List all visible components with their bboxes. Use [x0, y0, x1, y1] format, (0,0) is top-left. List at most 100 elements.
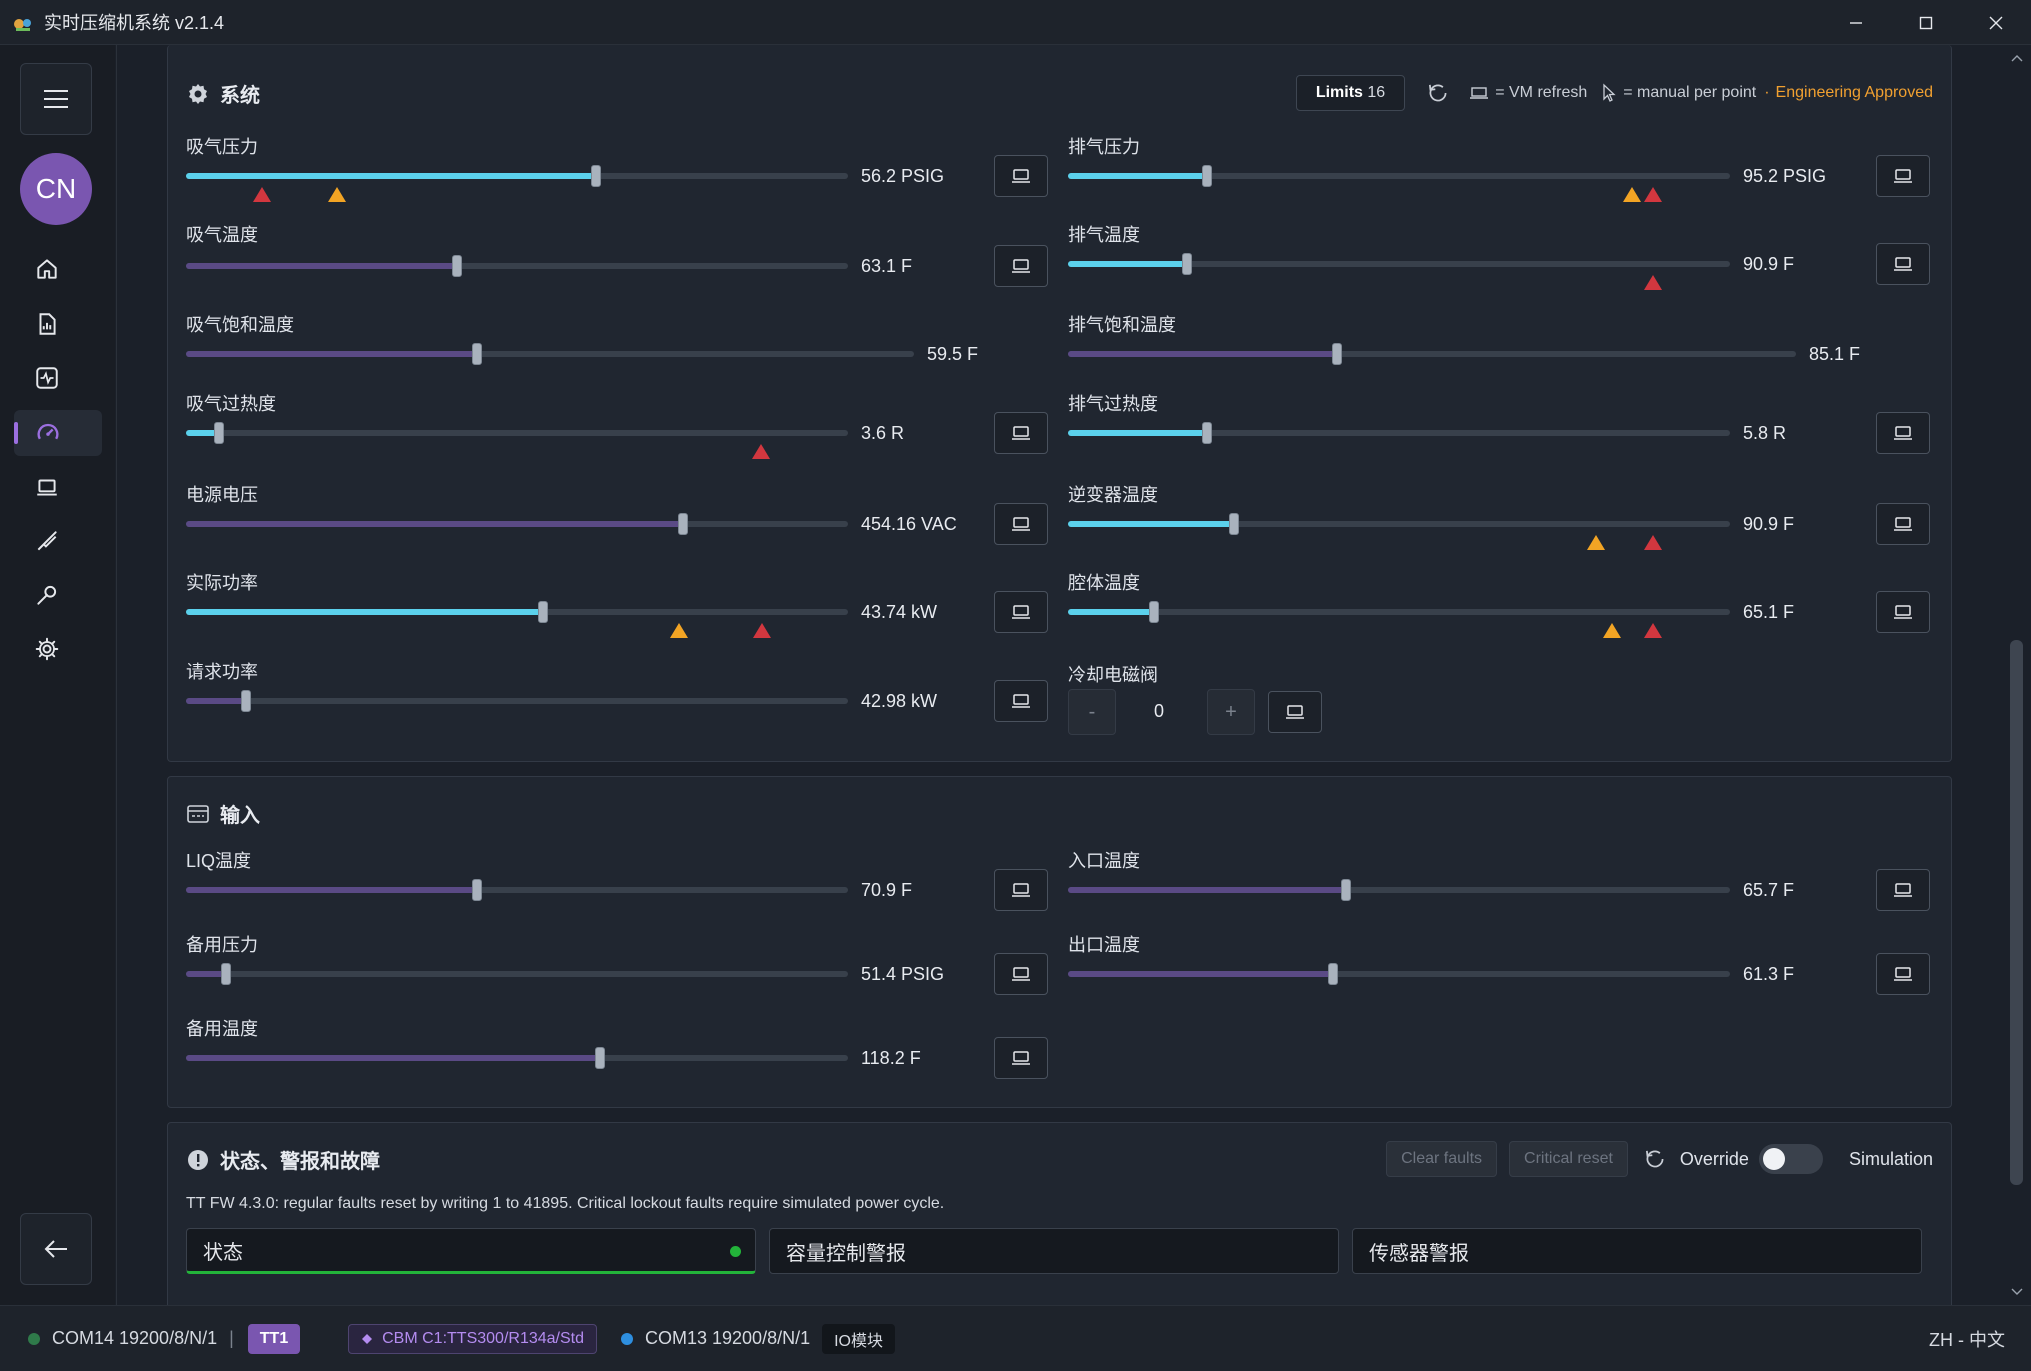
manual-write-button[interactable] — [1876, 503, 1930, 545]
field-value: 59.5 F — [927, 344, 979, 364]
slider-thumb[interactable] — [214, 422, 224, 444]
slider-track[interactable] — [1068, 253, 1730, 275]
nav-edit[interactable] — [14, 518, 102, 564]
slider-track[interactable] — [186, 343, 914, 365]
slider-thumb[interactable] — [1341, 879, 1351, 901]
manual-write-button[interactable] — [994, 591, 1048, 633]
slider-thumb[interactable] — [538, 601, 548, 623]
increment-button[interactable]: + — [1207, 689, 1255, 735]
slider-fill — [186, 1055, 600, 1061]
field-label: 吸气温度 — [186, 225, 258, 245]
slider-track[interactable] — [1068, 513, 1730, 535]
manual-write-button[interactable] — [1268, 691, 1322, 733]
slider-thumb[interactable] — [1202, 165, 1212, 187]
slider-track[interactable] — [186, 690, 848, 712]
nav-compressor[interactable] — [14, 410, 102, 456]
scrollbar-thumb[interactable] — [2010, 640, 2023, 1185]
slider-track[interactable] — [1068, 879, 1730, 901]
slider-thumb[interactable] — [1149, 601, 1159, 623]
hamburger-icon — [44, 90, 68, 108]
avatar[interactable]: CN — [20, 153, 92, 225]
laptop-icon — [1894, 426, 1912, 440]
manual-write-button[interactable] — [994, 245, 1048, 287]
scroll-up-icon[interactable] — [2010, 53, 2024, 63]
com13-status-dot — [621, 1332, 633, 1345]
cooling-solenoid-field: 冷却电磁阀 - 0 + — [1068, 661, 1368, 741]
slider-thumb[interactable] — [221, 963, 231, 985]
manual-write-button[interactable] — [994, 503, 1048, 545]
nav-activity[interactable] — [14, 355, 102, 401]
slider-track[interactable] — [186, 879, 848, 901]
input-panel-header: 输入 — [186, 799, 260, 828]
manual-write-button[interactable] — [994, 953, 1048, 995]
close-button[interactable] — [1961, 0, 2031, 45]
refresh-icon[interactable] — [1642, 1146, 1668, 1172]
field-label: 吸气过热度 — [186, 394, 276, 414]
slider-track[interactable] — [186, 601, 848, 623]
vertical-scrollbar[interactable] — [2002, 45, 2031, 1305]
sensor-alarm-box[interactable]: 传感器警报 — [1352, 1228, 1922, 1274]
manual-write-button[interactable] — [994, 869, 1048, 911]
manual-write-button[interactable] — [994, 412, 1048, 454]
minimize-button[interactable] — [1821, 0, 1891, 45]
slider-thumb[interactable] — [1182, 253, 1192, 275]
io-module-tag[interactable]: IO模块 — [822, 1323, 895, 1354]
manual-write-button[interactable] — [1876, 591, 1930, 633]
nav-settings[interactable] — [14, 626, 102, 672]
limits-button[interactable]: Limits 16 — [1295, 75, 1406, 111]
cbm-tag[interactable]: CBM C1:TTS300/R134a/Std — [348, 1323, 597, 1354]
slider-thumb[interactable] — [472, 879, 482, 901]
slider-track[interactable] — [1068, 422, 1730, 444]
locale-selector[interactable]: ZH - 中文 — [1929, 1329, 2005, 1350]
slider-thumb[interactable] — [591, 165, 601, 187]
slider-track[interactable] — [186, 422, 848, 444]
status-box[interactable]: 状态 — [186, 1228, 756, 1274]
legend-vm-refresh: = VM refresh — [1495, 84, 1588, 101]
manual-write-button[interactable] — [994, 680, 1048, 722]
slider-field: 吸气过热度 3.6 R — [186, 390, 1048, 460]
refresh-icon[interactable] — [1425, 80, 1451, 106]
tt-tag[interactable]: TT1 — [247, 1323, 301, 1354]
slider-track[interactable] — [186, 963, 848, 985]
slider-thumb[interactable] — [452, 255, 462, 277]
slider-track[interactable] — [1068, 343, 1796, 365]
manual-write-button[interactable] — [1876, 953, 1930, 995]
slider-thumb[interactable] — [1202, 422, 1212, 444]
slider-thumb[interactable] — [241, 690, 251, 712]
back-button[interactable] — [20, 1213, 92, 1285]
manual-write-button[interactable] — [1876, 243, 1930, 285]
nav-reports[interactable] — [14, 301, 102, 347]
capacity-alarm-box[interactable]: 容量控制警报 — [769, 1228, 1339, 1274]
slider-track[interactable] — [1068, 963, 1730, 985]
slider-thumb[interactable] — [1332, 343, 1342, 365]
slider-thumb[interactable] — [472, 343, 482, 365]
slider-track[interactable] — [1068, 601, 1730, 623]
slider-thumb[interactable] — [678, 513, 688, 535]
slider-track[interactable] — [186, 255, 848, 277]
nav-tools[interactable] — [14, 572, 102, 618]
slider-track[interactable] — [186, 513, 848, 535]
manual-write-button[interactable] — [1876, 869, 1930, 911]
simulation-toggle[interactable] — [1758, 1144, 1823, 1174]
maximize-button[interactable] — [1891, 0, 1961, 45]
manual-write-button[interactable] — [994, 1037, 1048, 1079]
nav-devices[interactable] — [14, 464, 102, 510]
menu-button[interactable] — [20, 63, 92, 135]
manual-write-button[interactable] — [1876, 155, 1930, 197]
slider-thumb[interactable] — [1229, 513, 1239, 535]
slider-track[interactable] — [186, 1047, 848, 1069]
slider-thumb[interactable] — [1328, 963, 1338, 985]
manual-write-button[interactable] — [1876, 412, 1930, 454]
slider-thumb[interactable] — [595, 1047, 605, 1069]
critical-reset-button[interactable]: Critical reset — [1509, 1141, 1628, 1177]
nav-home[interactable] — [14, 246, 102, 292]
slider-track[interactable] — [1068, 165, 1730, 187]
scroll-down-icon[interactable] — [2010, 1287, 2024, 1297]
manual-write-button[interactable] — [994, 155, 1048, 197]
status-divider: | — [229, 1328, 234, 1348]
decrement-button[interactable]: - — [1068, 689, 1116, 735]
clear-faults-button[interactable]: Clear faults — [1386, 1141, 1498, 1177]
slider-track[interactable] — [186, 165, 848, 187]
field-value: 454.16 VAC — [861, 514, 957, 534]
